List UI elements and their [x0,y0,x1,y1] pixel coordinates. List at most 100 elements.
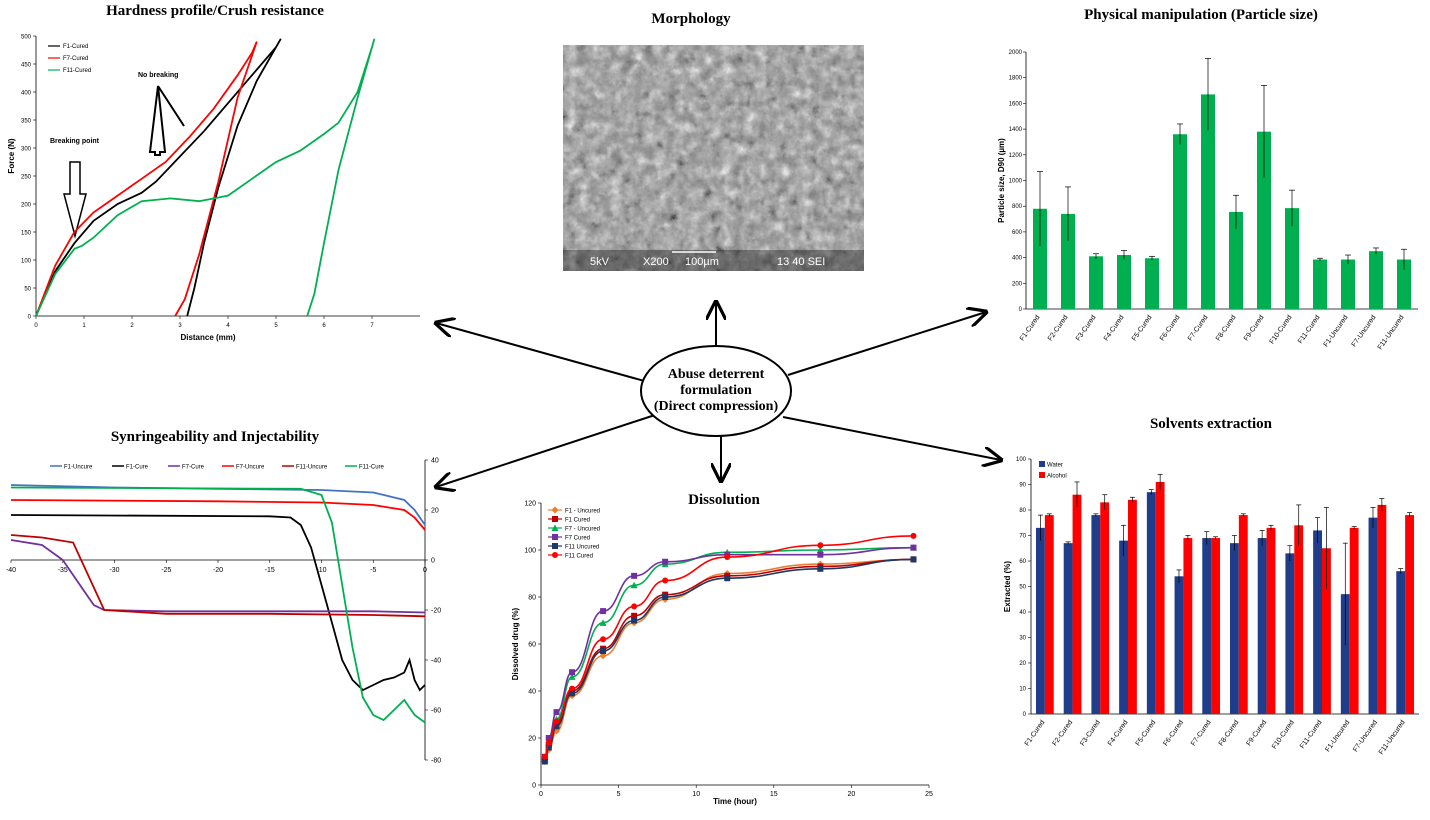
particle-bar [1061,213,1075,309]
particle-x-tick-label: F6-Cured [1159,314,1182,342]
hardness-series-line [35,38,282,317]
dissolution-marker [541,758,548,765]
hardness-x-tick-label: 7 [370,323,374,329]
hub-ellipse [640,345,792,437]
dissolution-marker [631,603,638,610]
dissolution-marker [817,565,824,572]
syringe-legend-label: F1-Cure [126,465,149,471]
sem-label-sei: 13 40 SEI [777,256,825,268]
syringe-y-tick-label: -60 [431,708,441,715]
dissolution-marker [724,575,731,582]
dissolution-marker [552,552,558,558]
particle-y-tick-label: 1400 [1009,127,1023,133]
syringe-legend-label: F11-Cure [359,465,385,471]
particle-y-tick-label: 1800 [1009,76,1023,82]
syringe-series-line [10,514,426,692]
arrow-to-particle [787,312,986,376]
hardness-x-tick-label: 3 [178,323,182,329]
solvents-y-tick-label: 20 [1019,661,1026,667]
hardness-x-tick-label: 5 [274,323,278,329]
solvents-bar [1266,527,1276,714]
dissolution-title: Dissolution [688,492,760,508]
syringe-x-tick-label: -40 [6,567,16,574]
solvents-bar [1044,515,1054,714]
dissolution-marker [817,542,824,549]
dissolution-legend-label: F7 Cured [565,536,590,542]
syringe-y-tick-label: 20 [431,508,439,515]
syringe-legend-label: F1-Uncure [64,465,93,471]
hardness-y-tick-label: 400 [21,91,32,97]
syringe-legend-label: F7-Cure [182,465,205,471]
solvents-bar [1377,504,1387,714]
solvents-x-tick-label: F4-Cured [1107,719,1130,747]
solvents-bar [1257,538,1267,714]
particle-bar [1145,258,1159,309]
solvents-x-tick-label: F5-Cured [1135,719,1158,747]
solvents-bar [1229,543,1239,714]
solvents-bar [1349,527,1359,714]
hardness-legend-label: F7-Cured [63,56,88,62]
solvents-y-axis-title: Extracted (%) [1003,561,1012,612]
solvents-title: Solvents extraction [1150,416,1273,432]
solvents-bar [1368,517,1378,714]
particle-y-tick-label: 200 [1012,281,1023,287]
dissolution-legend-label: F11 Cured [565,554,593,560]
hardness-legend-label: F1-Cured [63,44,88,50]
dissolution-y-tick-label: 120 [524,501,536,508]
syringe-x-tick-label: -25 [161,567,171,574]
particle-bar [1229,211,1243,309]
solvents-x-tick-label: F8-Cured [1218,719,1241,747]
solvents-bar [1396,571,1406,714]
solvents-x-tick-label: F7-Uncured [1352,719,1379,753]
dissolution-y-tick-label: 40 [528,689,536,696]
dissolution-marker [553,723,560,730]
hardness-y-tick-label: 250 [21,175,32,181]
dissolution-y-tick-label: 60 [528,642,536,649]
solvents-bar [1146,492,1156,714]
dissolution-marker [568,673,576,680]
solvents-x-tick-label: F3-Cured [1079,719,1102,747]
particle-x-tick-label: F5-Cured [1131,314,1154,342]
hardness-x-tick-label: 6 [322,323,326,329]
sem-label-magnification: X200 [643,256,669,268]
solvents-bar [1155,481,1165,714]
particle-x-tick-label: F7-Cured [1187,314,1210,342]
particle-y-tick-label: 600 [1012,230,1023,236]
solvents-chart: 0 10 20 30 40 50 60 70 80 90 100 Extracted (%) F1-Cu… [1003,457,1419,756]
syringe-series-line [10,486,426,724]
dissolution-marker [599,619,607,626]
particle-x-tick-label: F1-Uncured [1323,314,1350,348]
particle-chart: 0 200 400 600 800 1000 1200 1400 1600 1800 2000 Par… [997,50,1418,351]
solvents-x-tick-label: F1-Uncured [1324,719,1351,753]
breaking-point-label: Breaking point [50,138,100,145]
dissolution-legend-label: F1 - Uncured [565,509,600,515]
dissolution-marker [817,551,824,558]
dissolution-series-line [544,558,914,763]
syringe-chart: -40 -35 -30 -25 -20 -15 -10 -5 0 40 20 0 -20 -40 -60 -8… [6,458,441,765]
solvents-bar [1285,553,1295,714]
solvents-x-tick-label: F9-Cured [1246,719,1269,747]
no-breaking-arrow [148,85,167,156]
dissolution-y-tick-label: 100 [524,548,536,555]
dissolution-marker [600,648,607,655]
dissolution-x-axis-title: Time (hour) [713,797,757,806]
syringe-series-line [10,499,426,531]
dissolution-marker [631,612,638,619]
hardness-chart: 0 50 100 150 200 250 300 350 400 450 500 0 1 2 3 4 5 6 7 Di… [7,35,420,342]
solvents-bar [1405,515,1415,714]
syringe-x-tick-label: -35 [58,567,68,574]
syringe-y-tick-label: 0 [431,558,435,565]
particle-bar [1033,208,1047,309]
syringe-x-tick-label: -15 [265,567,275,574]
solvents-bar [1091,515,1101,714]
hardness-y-tick-label: 300 [21,147,32,153]
dissolution-marker [569,690,576,697]
hardness-title: Hardness profile/Crush resistance [106,3,324,19]
dissolution-x-tick-label: 0 [539,791,543,798]
solvents-bar [1128,499,1137,714]
solvents-bar [1119,540,1128,714]
particle-x-tick-label: F8-Cured [1215,314,1238,342]
dissolution-x-tick-label: 15 [770,791,778,798]
dissolution-marker [553,718,560,725]
solvents-x-tick-label: F2-Cured [1052,719,1075,747]
